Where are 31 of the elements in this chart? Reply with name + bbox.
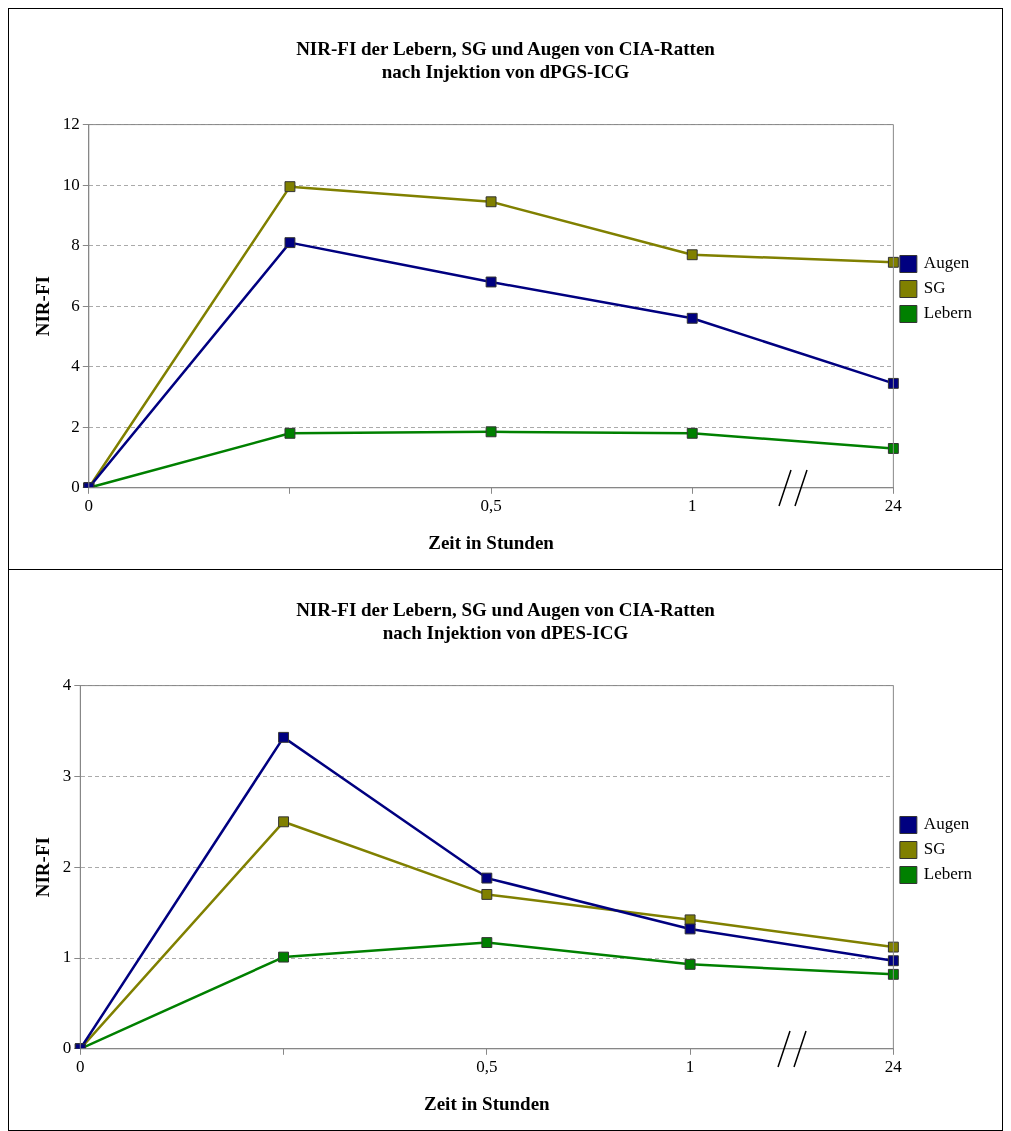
x-tick-label: 1 bbox=[685, 1057, 695, 1077]
y-tick-label: 12 bbox=[62, 114, 80, 134]
y-tick-label: 4 bbox=[62, 675, 72, 695]
x-tick-label: 0 bbox=[84, 496, 94, 516]
x-tick-label: 1 bbox=[687, 496, 697, 516]
chart-title: NIR-FI der Lebern, SG und Augen von CIA-Ratten nach Injektion von dPES-ICG bbox=[296, 599, 716, 644]
y-axis-title: NIR-FI bbox=[32, 276, 54, 337]
y-tick-label: 0 bbox=[71, 477, 80, 497]
chart-title: NIR-FI der Lebern, SG und Augen von CIA-Ratten nach Injektion von dPGS-ICG bbox=[296, 38, 716, 83]
y-axis-title: NIR-FI bbox=[32, 837, 54, 898]
x-axis-title: Zeit in Stunden bbox=[424, 1092, 551, 1114]
y-tick-label: 2 bbox=[62, 856, 72, 876]
y-tick-label: 1 bbox=[62, 947, 72, 967]
legend-label: Lebern bbox=[923, 864, 973, 884]
legend-label: Augen bbox=[923, 253, 970, 273]
legend-label: Lebern bbox=[923, 303, 973, 323]
y-tick-label: 2 bbox=[71, 416, 80, 436]
legend-label: SG bbox=[923, 278, 946, 298]
y-tick-label: 6 bbox=[71, 295, 80, 315]
legend-label: Augen bbox=[923, 814, 970, 834]
y-tick-label: 10 bbox=[62, 174, 80, 194]
x-tick-label: 0,5 bbox=[476, 1057, 498, 1077]
x-tick-label: 24 bbox=[884, 496, 903, 516]
y-tick-label: 8 bbox=[71, 235, 80, 255]
x-axis-title: Zeit in Stunden bbox=[428, 531, 555, 553]
x-tick-label: 0,5 bbox=[480, 496, 502, 516]
y-tick-label: 0 bbox=[62, 1038, 72, 1058]
legend-label: SG bbox=[923, 839, 946, 859]
y-tick-label: 4 bbox=[71, 356, 81, 376]
y-tick-label: 3 bbox=[62, 765, 72, 785]
x-tick-label: 24 bbox=[884, 1057, 903, 1077]
